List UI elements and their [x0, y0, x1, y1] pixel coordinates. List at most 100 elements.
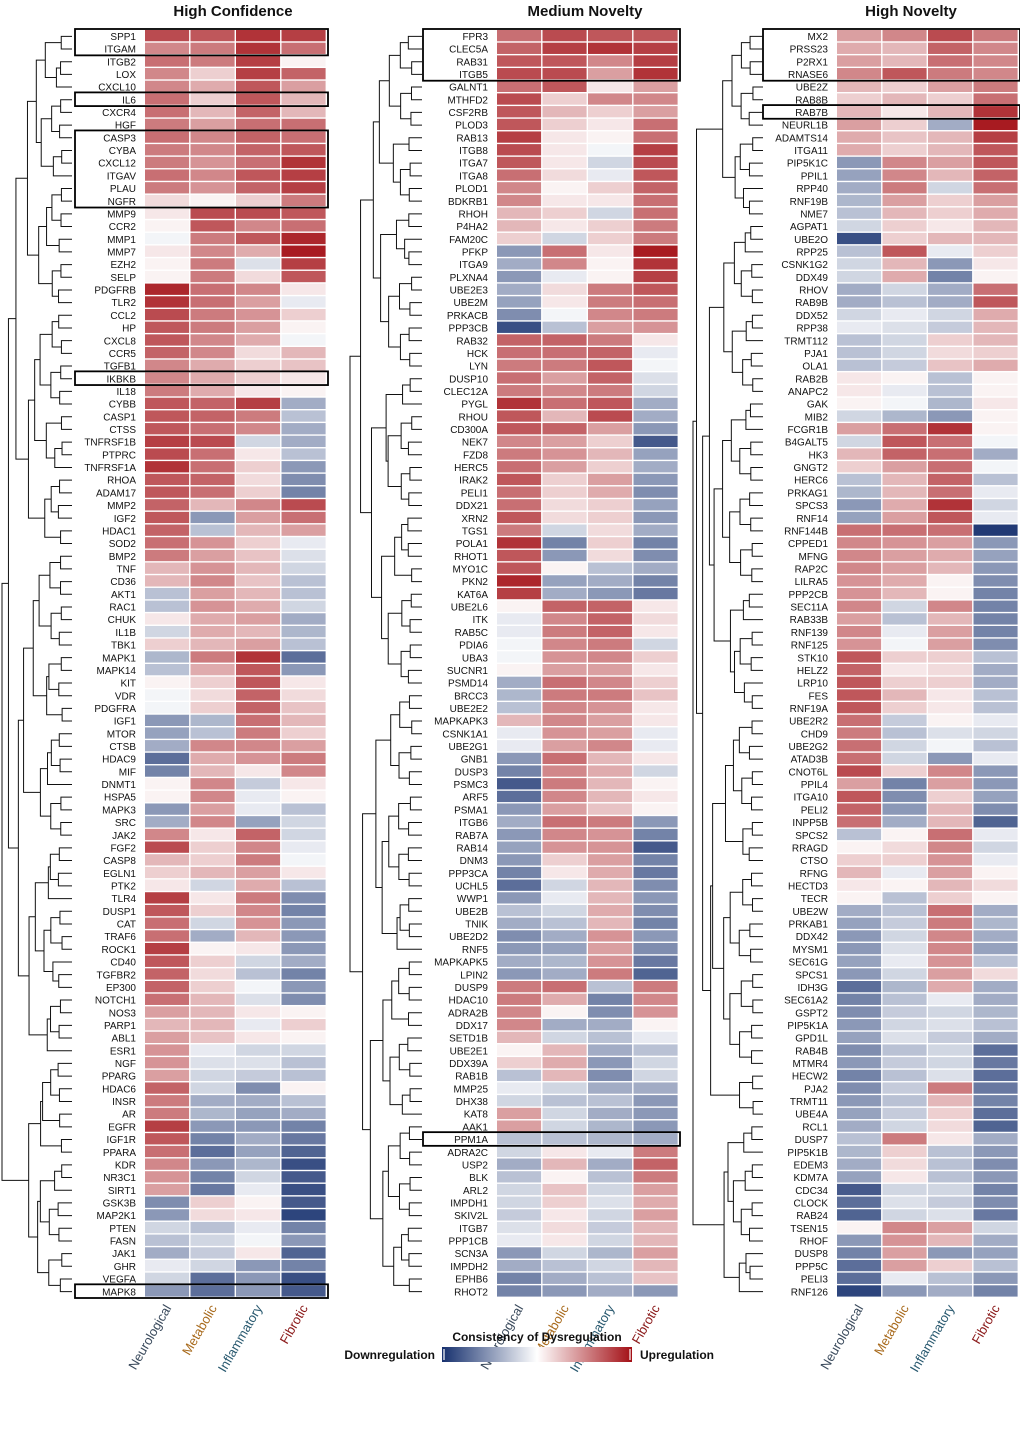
dendrogram-branch — [741, 777, 753, 804]
heatmap-cell — [882, 499, 927, 511]
panel-title: High Novelty — [865, 3, 957, 20]
heatmap-cell — [882, 930, 927, 942]
heatmap-cell — [236, 80, 281, 92]
dendrogram-branch — [58, 1088, 72, 1102]
dendrogram-branch — [751, 264, 763, 278]
heatmap-cell — [633, 410, 678, 422]
heatmap-cell — [542, 562, 587, 574]
gene-label: UCHL5 — [455, 882, 488, 893]
heatmap-cell — [145, 106, 190, 118]
heatmap-cell — [973, 968, 1018, 980]
gene-label: GSPT2 — [795, 1008, 828, 1019]
heatmap-panel: High ConfidenceSPP1ITGAMITGB2LOXCXCL10IL… — [1, 3, 329, 1375]
gene-label: PPARG — [102, 1072, 136, 1083]
heatmap-cell — [588, 1171, 633, 1183]
dendrogram-branch — [409, 1177, 422, 1191]
gene-label: ITGB6 — [459, 818, 488, 829]
heatmap-cell — [928, 68, 973, 80]
gene-label: DUSP1 — [103, 907, 137, 918]
heatmap-cell — [837, 625, 882, 638]
dendrogram-branch — [57, 505, 72, 519]
gene-label: RAB5C — [455, 628, 488, 639]
heatmap-cell — [882, 435, 927, 448]
heatmap-cell — [236, 1209, 281, 1221]
dendrogram-branch — [748, 745, 763, 760]
gene-label: CXCL10 — [98, 83, 136, 94]
heatmap-cell — [837, 334, 882, 346]
heatmap-cell — [633, 1272, 678, 1284]
heatmap-cell — [190, 1120, 235, 1132]
gene-label: LILRA5 — [795, 577, 829, 588]
dendrogram-branch — [748, 847, 763, 862]
heatmap-cell — [281, 1285, 326, 1297]
gene-label: RAB4B — [795, 1046, 828, 1057]
heatmap-cell — [633, 1095, 678, 1107]
heatmap-cell — [837, 790, 882, 803]
heatmap-cell — [928, 156, 973, 169]
heatmap-cell — [882, 461, 927, 473]
gene-label: ADAM17 — [96, 488, 136, 499]
gene-label: CTSB — [109, 742, 136, 753]
heatmap-cell — [928, 1171, 973, 1183]
heatmap-cell — [542, 549, 587, 562]
dendrogram-branch — [408, 137, 422, 151]
heatmap-cell — [497, 600, 542, 612]
gene-label: DUSP3 — [455, 767, 489, 778]
heatmap-cell — [973, 1196, 1018, 1208]
heatmap-cell — [882, 1095, 927, 1107]
dendrogram-branch — [748, 162, 763, 177]
dendrogram-branch — [27, 399, 45, 519]
heatmap-cell — [633, 524, 678, 536]
heatmap-cell — [497, 828, 542, 841]
heatmap-cell — [281, 270, 326, 283]
dendrogram-branch — [28, 1123, 41, 1238]
heatmap-cell — [145, 1221, 190, 1234]
dendrogram-branch — [409, 644, 422, 659]
heatmap-cell — [190, 689, 235, 701]
heatmap-cell — [588, 549, 633, 562]
heatmap-cell — [236, 1272, 281, 1284]
heatmap-cell — [145, 1158, 190, 1170]
heatmap-cell — [837, 1133, 882, 1145]
heatmap-cell — [542, 321, 587, 333]
heatmap-cell — [497, 1221, 542, 1234]
dendrogram-branch — [750, 226, 763, 240]
gene-label: MX2 — [807, 32, 828, 43]
heatmap-cell — [281, 866, 326, 879]
heatmap-cell — [145, 80, 190, 92]
heatmap-cell — [633, 879, 678, 891]
dendrogram-branch — [740, 92, 753, 120]
dendrogram-branch — [58, 1227, 72, 1242]
heatmap-cell — [190, 1285, 235, 1297]
gene-label: OLA1 — [802, 362, 828, 373]
dendrogram-branch — [740, 1208, 753, 1236]
gene-label: EDEM3 — [794, 1160, 829, 1171]
heatmap-cell — [633, 258, 678, 270]
dendrogram-branch — [723, 262, 735, 353]
dendrogram-branch — [744, 1170, 763, 1191]
gene-label: ARL2 — [463, 1186, 488, 1197]
gene-label: PIP5K1C — [787, 159, 828, 170]
column-label: Fibrotic — [277, 1302, 312, 1347]
heatmap-cell — [882, 689, 927, 701]
heatmap-cell — [145, 904, 190, 917]
heatmap-cell — [145, 1031, 190, 1043]
heatmap-cell — [236, 1285, 281, 1297]
heatmap-cell — [145, 156, 190, 169]
heatmap-cell — [928, 1082, 973, 1094]
heatmap-cell — [973, 359, 1018, 371]
heatmap-cell — [928, 258, 973, 270]
dendrogram-branch — [712, 802, 726, 969]
heatmap-cell — [633, 106, 678, 118]
heatmap-cell — [190, 803, 235, 815]
heatmap-cell — [882, 892, 927, 904]
dendrogram-branch — [751, 796, 763, 811]
heatmap-cell — [588, 423, 633, 435]
heatmap-cell — [281, 423, 326, 435]
heatmap-cell — [633, 828, 678, 841]
heatmap-cell — [882, 232, 927, 245]
gene-label: PSMD14 — [448, 679, 488, 690]
heatmap-cell — [928, 80, 973, 92]
heatmap-cell — [928, 461, 973, 473]
gene-label: CASP8 — [103, 856, 136, 867]
